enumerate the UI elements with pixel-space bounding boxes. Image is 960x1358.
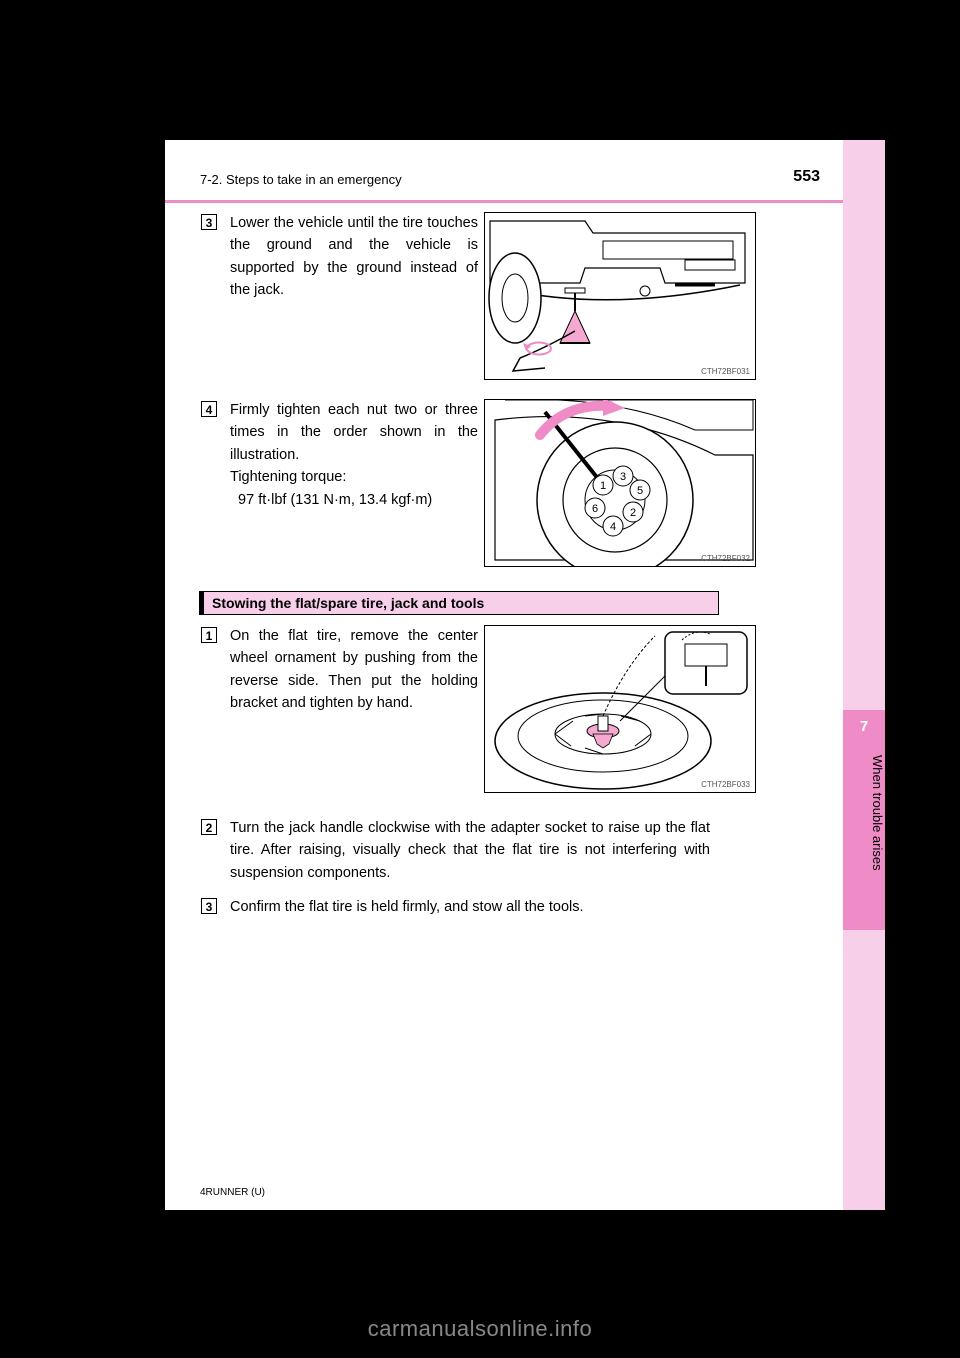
page-content: 3 Lower the vehicle until the tire touch… — [165, 212, 843, 931]
page-header: 553 7-2. Steps to take in an emergency — [165, 162, 843, 202]
step-number-badge: 2 — [201, 819, 217, 835]
footer-code: 4RUNNER (U) — [200, 1187, 265, 1198]
chapter-number: 7 — [843, 718, 885, 735]
figure-code: CTH72BF031 — [701, 367, 750, 376]
wheel-nuts-illustration: 1 2 3 4 5 6 — [485, 400, 755, 566]
manual-page: 7 When trouble arises 553 7-2. Steps to … — [165, 140, 885, 1210]
header-rule — [165, 200, 843, 203]
section-path: 7-2. Steps to take in an emergency — [200, 172, 402, 187]
page-number: 553 — [793, 168, 820, 186]
step-number-badge: 4 — [201, 401, 217, 417]
figure-code: CTH72BF033 — [701, 780, 750, 789]
chapter-tab: 7 When trouble arises — [843, 710, 885, 930]
step-item: 4 Firmly tighten each nut two or three t… — [165, 399, 843, 579]
chapter-label: When trouble arises — [843, 755, 885, 925]
torque-value: 97 ft·lbf (131 N·m, 13.4 kgf·m) — [230, 492, 432, 508]
torque-label: Tightening torque: — [230, 469, 346, 485]
vehicle-rear-illustration — [485, 213, 755, 379]
chapter-sidebar: 7 When trouble arises — [843, 140, 885, 1210]
svg-text:5: 5 — [637, 485, 643, 497]
figure-lower-vehicle: CTH72BF031 — [484, 212, 756, 380]
svg-text:2: 2 — [630, 507, 636, 519]
step-text: Confirm the flat tire is held firmly, an… — [230, 896, 710, 918]
step-text: Turn the jack handle clockwise with the … — [230, 817, 710, 884]
spare-tire-illustration — [485, 626, 755, 792]
step-number-badge: 1 — [201, 627, 217, 643]
watermark: carmanualsonline.info — [0, 1316, 960, 1342]
step-item: 1 On the flat tire, remove the center wh… — [165, 625, 843, 805]
svg-text:3: 3 — [620, 471, 626, 483]
step-text: Firmly tighten each nut two or three tim… — [230, 399, 478, 511]
step-item: 3 Lower the vehicle until the tire touch… — [165, 212, 843, 387]
step-text: Lower the vehicle until the tire touches… — [230, 212, 478, 302]
svg-text:4: 4 — [610, 521, 616, 533]
figure-tighten-nuts: 1 2 3 4 5 6 CTH72BF032 — [484, 399, 756, 567]
section-heading: Stowing the flat/spare tire, jack and to… — [199, 591, 719, 615]
step-number-badge: 3 — [201, 898, 217, 914]
step-item: 2 Turn the jack handle clockwise with th… — [165, 817, 843, 884]
step-text: On the flat tire, remove the center whee… — [230, 625, 478, 715]
svg-text:1: 1 — [600, 480, 606, 492]
step-text-body: Firmly tighten each nut two or three tim… — [230, 402, 478, 463]
figure-code: CTH72BF032 — [701, 554, 750, 563]
figure-holding-bracket: CTH72BF033 — [484, 625, 756, 793]
svg-text:6: 6 — [592, 503, 598, 515]
step-number-badge: 3 — [201, 214, 217, 230]
step-item: 3 Confirm the flat tire is held firmly, … — [165, 896, 843, 918]
